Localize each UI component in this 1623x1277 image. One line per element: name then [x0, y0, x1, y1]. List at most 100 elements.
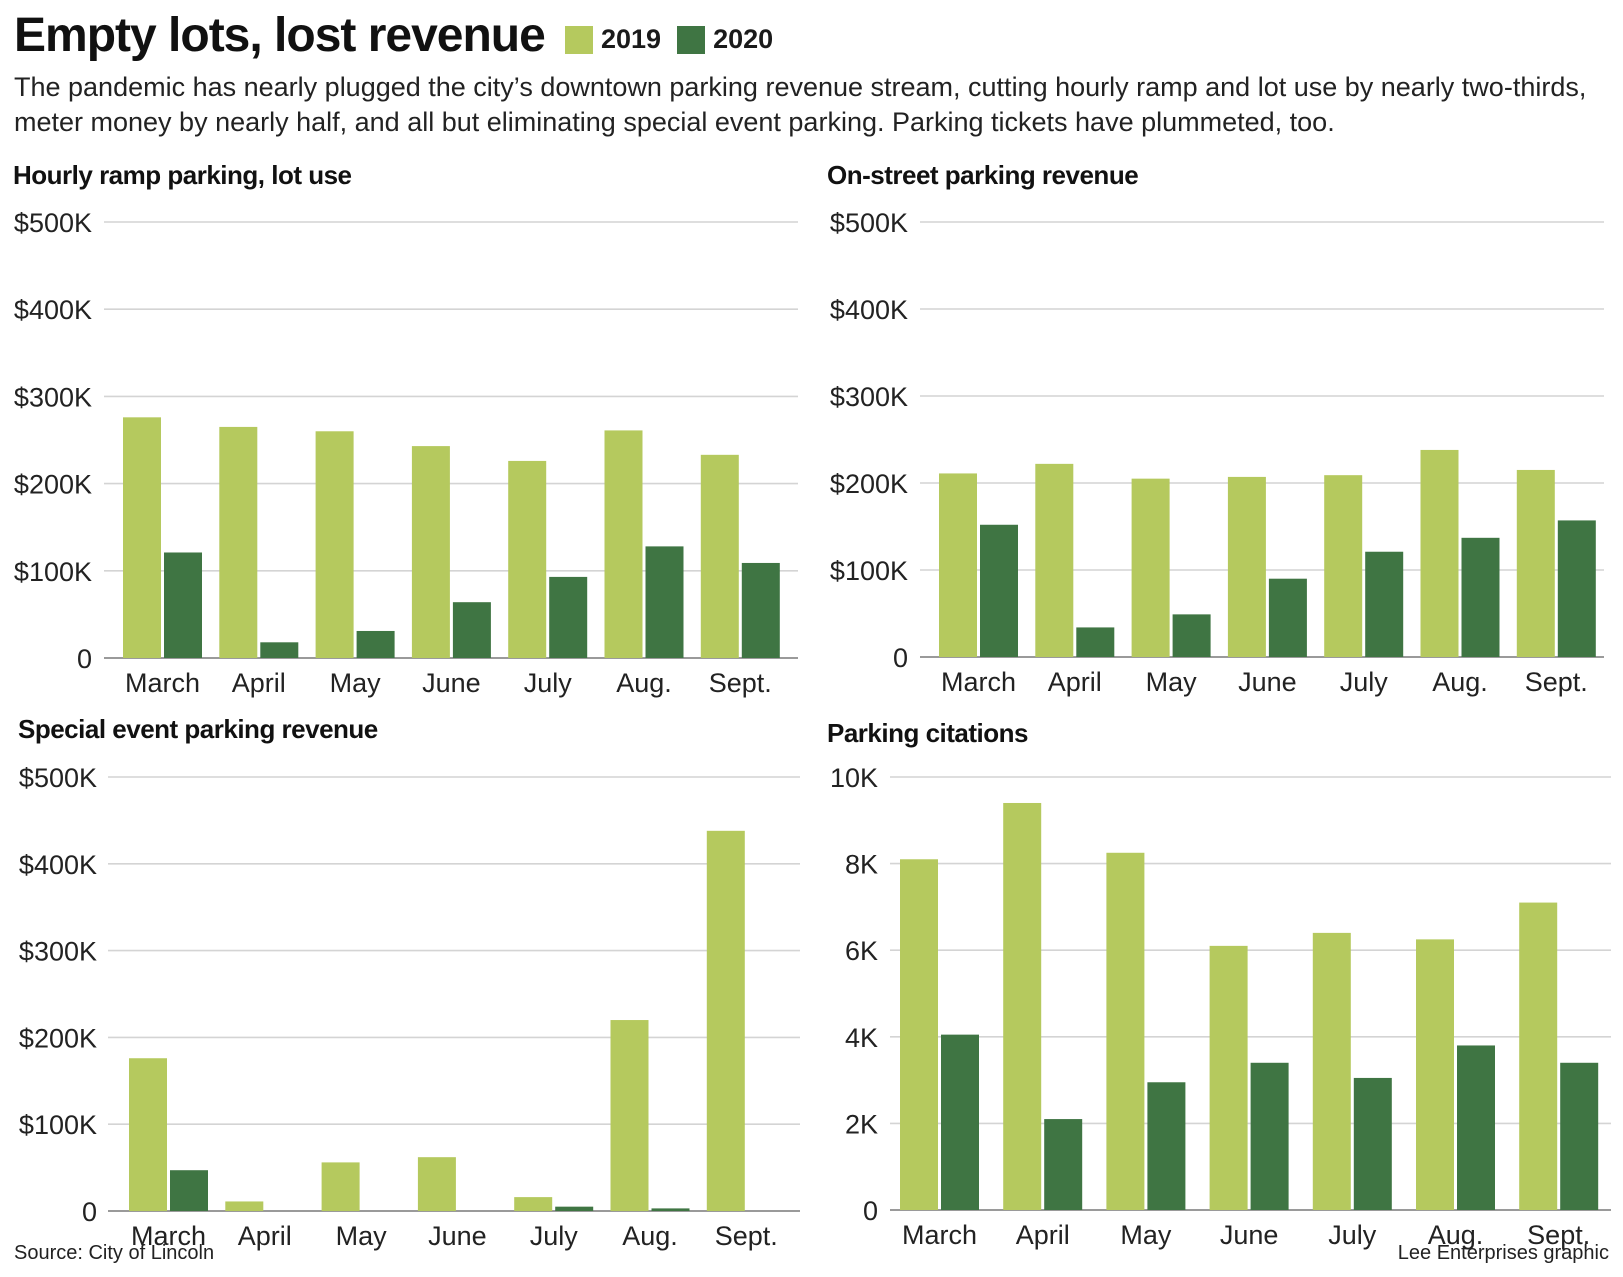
chart-title-on-street: On-street parking revenue	[827, 160, 1139, 190]
on-street-category-label-2: May	[1146, 667, 1198, 697]
special-event-category-label-6: Sept.	[715, 1221, 778, 1251]
special-event-category-label-4: July	[530, 1221, 579, 1251]
on-street-category-label-4: July	[1340, 667, 1389, 697]
citations-category-label-3: June	[1220, 1220, 1279, 1250]
citations-category-label-4: July	[1328, 1220, 1377, 1250]
citations-bar-2020-6	[1560, 1062, 1599, 1210]
on-street-bar-2019-3	[1227, 476, 1266, 657]
on-street-bar-2020-1	[1076, 627, 1115, 657]
credit-note: Lee Enterprises graphic	[1397, 1242, 1609, 1264]
special-event-bar-2019-6	[706, 830, 745, 1211]
hourly-ramp-category-label-3: June	[422, 668, 481, 698]
hourly-ramp-ytick-label-0: 0	[77, 644, 92, 674]
hourly-ramp-bar-2020-1	[260, 642, 299, 658]
citations-category-label-2: May	[1120, 1220, 1172, 1250]
hourly-ramp-category-label-2: May	[330, 668, 382, 698]
special-event-category-label-1: April	[238, 1221, 292, 1251]
hourly-ramp-bar-2019-2	[315, 431, 354, 658]
on-street-ytick-label-0: 0	[893, 643, 908, 673]
hourly-ramp-ytick-label-2: $200K	[14, 470, 92, 500]
special-event-category-label-2: May	[336, 1221, 388, 1251]
legend-swatch-2020	[677, 25, 706, 54]
hourly-ramp-bar-2020-2	[356, 630, 395, 658]
special-event-bar-2020-0	[170, 1170, 208, 1211]
on-street-ytick-label-2: $200K	[830, 469, 908, 499]
special-event-bar-2019-4	[514, 1197, 553, 1211]
on-street-bar-2019-0	[939, 473, 977, 657]
on-street-bar-2019-6	[1516, 469, 1555, 657]
on-street-category-label-1: April	[1048, 667, 1102, 697]
citations-bar-2020-5	[1457, 1045, 1495, 1210]
legend-item-2019: 2019	[565, 24, 661, 55]
legend-item-2020: 2020	[677, 24, 773, 55]
citations-ytick-label-5: 10K	[830, 763, 878, 793]
special-event-ytick-label-5: $500K	[19, 763, 97, 793]
citations-bar-2019-2	[1106, 852, 1145, 1210]
citations-ytick-label-2: 4K	[845, 1023, 878, 1053]
citations-bar-2020-1	[1044, 1119, 1083, 1210]
hourly-ramp-bar-2019-0	[123, 417, 161, 658]
special-event-ytick-label-1: $100K	[19, 1110, 97, 1140]
hourly-ramp-category-label-1: April	[232, 668, 286, 698]
citations-category-label-1: April	[1016, 1220, 1070, 1250]
special-event-bar-2020-5	[651, 1208, 690, 1211]
citations-bar-2019-4	[1312, 932, 1351, 1210]
hourly-ramp-bar-2020-0	[164, 552, 202, 658]
citations-ytick-label-3: 6K	[845, 936, 878, 966]
citations-bar-2020-3	[1250, 1062, 1289, 1210]
on-street-bar-2020-6	[1557, 520, 1596, 657]
special-event-ytick-label-0: 0	[82, 1197, 97, 1227]
hourly-ramp-category-label-6: Sept.	[709, 668, 772, 698]
hourly-ramp-ytick-label-1: $100K	[14, 557, 92, 587]
hourly-ramp-ytick-label-5: $500K	[14, 208, 92, 238]
citations-bar-2019-6	[1519, 902, 1558, 1210]
on-street-bar-2019-1	[1035, 463, 1074, 657]
on-street-bar-2020-3	[1268, 578, 1307, 657]
on-street-bar-2019-2	[1131, 478, 1170, 657]
citations-category-label-0: March	[902, 1220, 977, 1250]
on-street-ytick-label-1: $100K	[830, 556, 908, 586]
citations-bar-2020-2	[1147, 1082, 1186, 1210]
on-street-category-label-5: Aug.	[1432, 667, 1488, 697]
special-event-bar-2019-2	[321, 1162, 360, 1211]
on-street-bar-2020-0	[980, 524, 1018, 657]
special-event-ytick-label-2: $200K	[19, 1023, 97, 1053]
hourly-ramp-bar-2020-4	[549, 576, 588, 658]
page-title: Empty lots, lost revenue	[14, 9, 546, 62]
legend: 2019 2020	[565, 24, 773, 55]
chart-title-special-event: Special event parking revenue	[18, 714, 378, 744]
legend-swatch-2019	[565, 25, 593, 54]
citations-bar-2019-3	[1209, 945, 1248, 1210]
special-event-bar-2019-1	[225, 1201, 264, 1211]
citations-bar-2019-0	[900, 859, 938, 1210]
hourly-ramp-category-label-4: July	[524, 668, 573, 698]
citations-category-label-5: Aug.	[1428, 1220, 1484, 1250]
on-street-bar-2019-5	[1420, 449, 1459, 657]
special-event-category-label-3: June	[428, 1221, 487, 1251]
on-street-category-label-0: March	[941, 667, 1016, 697]
legend-label-2019: 2019	[601, 24, 662, 54]
on-street-ytick-label-3: $300K	[830, 382, 908, 412]
special-event-ytick-label-3: $300K	[19, 937, 97, 967]
citations-ytick-label-1: 2K	[845, 1109, 878, 1139]
hourly-ramp-category-label-0: March	[125, 668, 200, 698]
special-event-bar-2019-3	[417, 1157, 456, 1211]
citations-bar-2020-0	[941, 1034, 979, 1210]
on-street-bar-2019-4	[1324, 475, 1363, 657]
citations-bar-2020-4	[1353, 1077, 1392, 1210]
subtitle: The pandemic has nearly plugged the city…	[14, 72, 1587, 137]
special-event-category-label-5: Aug.	[622, 1221, 678, 1251]
chart-title-citations: Parking citations	[827, 718, 1029, 748]
hourly-ramp-bar-2020-3	[452, 602, 491, 658]
hourly-ramp-bar-2019-5	[604, 430, 643, 658]
special-event-bar-2019-0	[129, 1058, 167, 1211]
citations-ytick-label-0: 0	[863, 1196, 878, 1226]
hourly-ramp-bar-2020-6	[741, 562, 780, 658]
hourly-ramp-ytick-label-4: $400K	[14, 295, 92, 325]
hourly-ramp-bar-2019-6	[700, 454, 739, 658]
citations-bar-2019-1	[1003, 802, 1042, 1210]
on-street-ytick-label-5: $500K	[830, 208, 908, 238]
hourly-ramp-bar-2019-1	[219, 426, 258, 658]
on-street-bar-2020-4	[1365, 551, 1404, 657]
